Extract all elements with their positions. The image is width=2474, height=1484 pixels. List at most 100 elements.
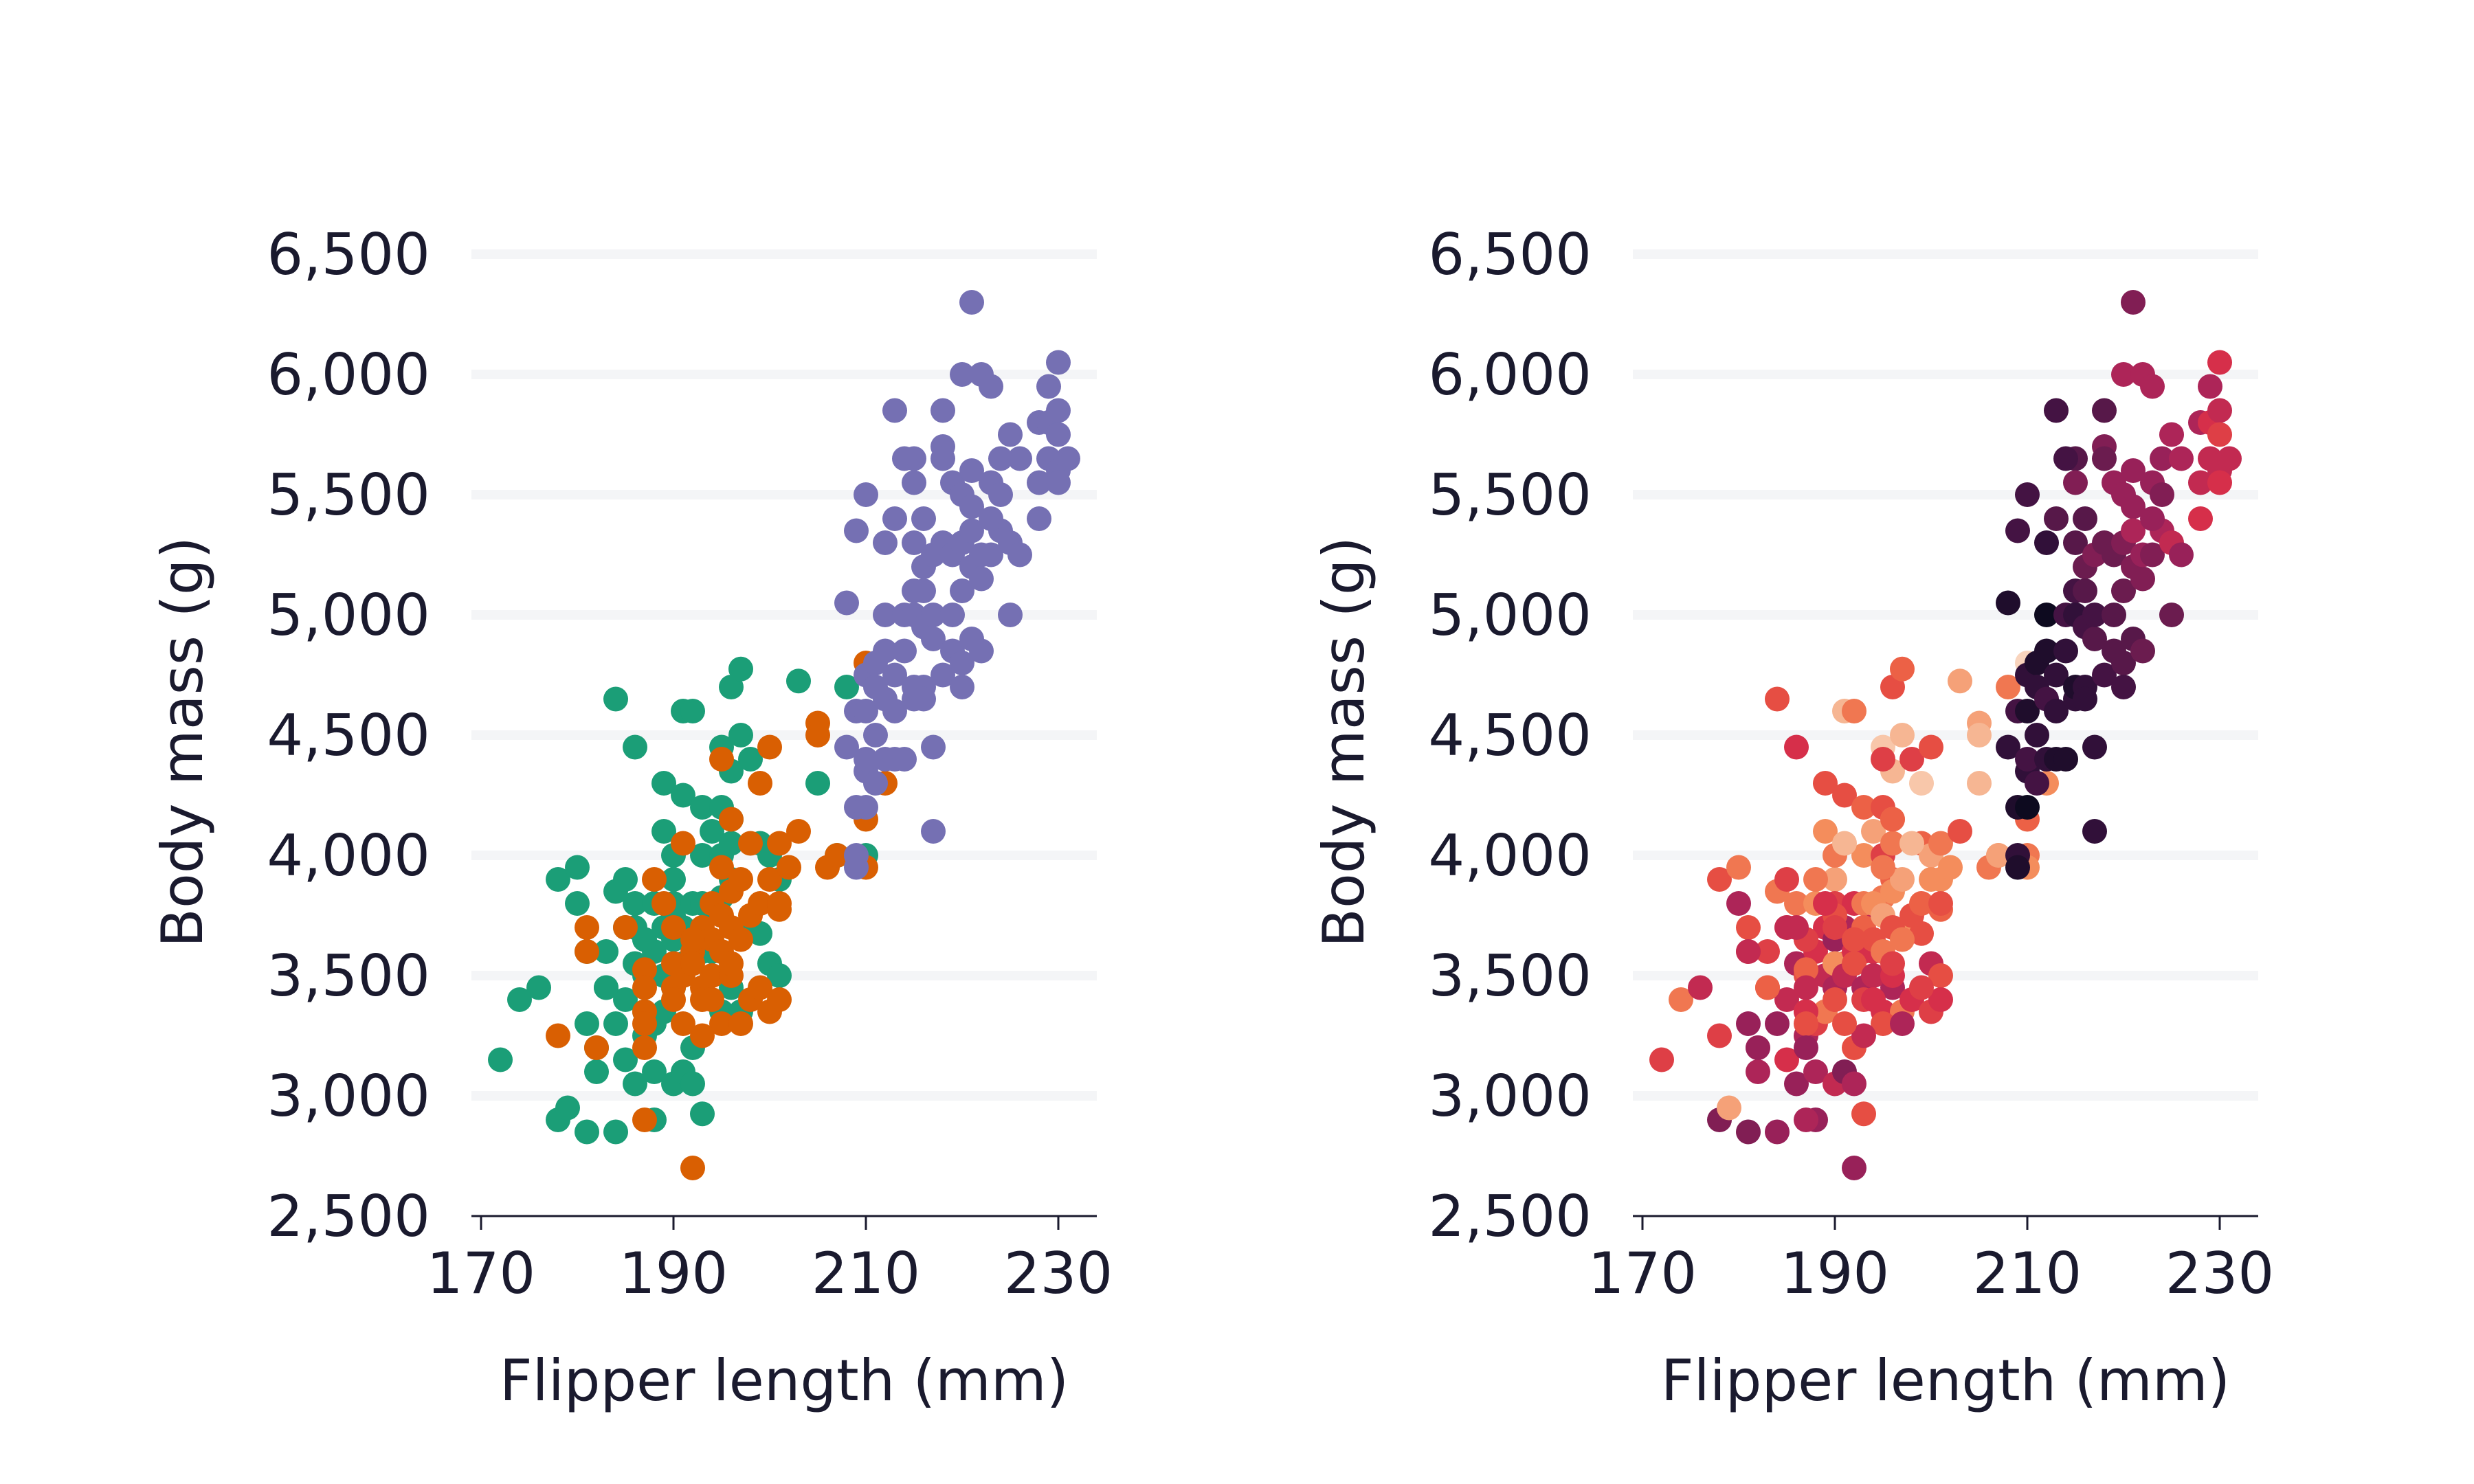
data-point	[575, 915, 599, 940]
data-point	[863, 771, 888, 796]
data-point	[690, 1023, 715, 1048]
data-point	[719, 807, 744, 832]
x-tick-label: 230	[1004, 1240, 1113, 1307]
data-point	[1755, 939, 1780, 964]
data-point	[940, 603, 965, 627]
data-point	[1717, 1095, 1741, 1121]
data-point	[2198, 374, 2222, 399]
data-point	[488, 1047, 513, 1072]
y-tick-label: 3,500	[267, 943, 430, 1009]
data-point	[892, 446, 917, 471]
data-point	[1842, 699, 1866, 723]
data-point	[1765, 686, 1790, 712]
data-point	[651, 891, 676, 916]
data-point	[2111, 675, 2136, 699]
data-point	[950, 578, 974, 603]
data-point	[2034, 603, 2059, 627]
data-point	[1909, 975, 1934, 1000]
data-point	[2015, 795, 2040, 820]
data-point	[854, 482, 878, 507]
x-tick-label: 210	[1973, 1240, 2082, 1307]
data-point	[1890, 1011, 1915, 1036]
data-point	[1967, 771, 1992, 796]
y-tick-label: 5,500	[1428, 462, 1592, 528]
data-point	[882, 506, 907, 531]
data-point	[1861, 819, 1886, 844]
data-point	[2169, 446, 2194, 471]
data-point	[1036, 374, 1061, 399]
data-point	[1765, 1011, 1790, 1036]
data-point	[2111, 362, 2136, 387]
data-point	[1823, 987, 1847, 1012]
data-point	[959, 494, 984, 519]
data-point	[873, 638, 898, 664]
data-point	[603, 1119, 628, 1145]
data-point	[1046, 350, 1071, 375]
data-point	[950, 362, 974, 387]
data-point	[632, 1108, 657, 1132]
data-point	[1890, 723, 1915, 747]
grid-lines	[1633, 249, 2258, 1101]
data-point	[651, 819, 676, 844]
data-point	[748, 975, 772, 1000]
data-point	[988, 482, 1013, 507]
data-point	[1851, 1023, 1876, 1048]
data-point	[2140, 374, 2165, 399]
data-point	[902, 470, 926, 495]
data-point	[632, 957, 657, 982]
data-point	[2005, 518, 2030, 543]
data-point	[786, 819, 811, 844]
data-point	[1755, 975, 1780, 1000]
data-point	[728, 1011, 753, 1036]
data-point	[873, 603, 898, 627]
data-point	[930, 398, 955, 423]
data-point	[1784, 1071, 1809, 1097]
data-point	[1726, 855, 1751, 880]
data-point	[950, 651, 974, 675]
data-point	[594, 975, 618, 1000]
data-point	[700, 987, 724, 1012]
data-points	[488, 290, 1080, 1180]
data-point	[854, 699, 878, 723]
data-point	[1871, 747, 1895, 772]
data-point	[873, 530, 898, 555]
data-point	[1794, 1035, 1818, 1060]
data-point	[892, 638, 917, 664]
x-tick-label: 210	[812, 1240, 920, 1307]
data-point	[2159, 422, 2184, 447]
data-point	[2140, 506, 2165, 531]
data-point	[1890, 656, 1915, 682]
data-point	[902, 530, 926, 555]
y-tick-label: 4,000	[1428, 822, 1592, 889]
data-point	[526, 975, 551, 1000]
data-point	[930, 662, 955, 688]
data-point	[1938, 855, 1963, 880]
data-point	[603, 1011, 628, 1036]
y-tick-label: 2,500	[267, 1183, 430, 1250]
data-point	[680, 1156, 705, 1180]
data-point	[2044, 699, 2069, 723]
data-point	[2121, 458, 2146, 483]
data-point	[930, 446, 955, 471]
data-point	[921, 819, 946, 844]
data-point	[2121, 518, 2146, 543]
x-tick-label: 170	[427, 1240, 535, 1307]
data-point	[1928, 987, 1953, 1012]
y-tick-label: 6,500	[1428, 221, 1592, 288]
data-point	[911, 506, 936, 531]
data-point	[825, 843, 849, 868]
data-point	[1736, 939, 1761, 964]
data-point	[555, 1095, 580, 1121]
y-axis-label: Body mass (g)	[1311, 537, 1377, 947]
data-point	[651, 771, 676, 796]
data-point	[728, 723, 753, 747]
data-point	[2063, 470, 2088, 495]
data-point	[950, 675, 974, 699]
data-point	[1909, 891, 1934, 916]
data-point	[2092, 398, 2117, 423]
y-tick-label: 4,500	[1428, 702, 1592, 769]
axes: 2,500 3,000 3,500 4,000 4,500 5,000 5,500 6,000…	[267, 221, 1113, 1307]
y-tick-label: 5,500	[267, 462, 430, 528]
data-point	[700, 963, 724, 988]
data-point	[728, 656, 753, 682]
